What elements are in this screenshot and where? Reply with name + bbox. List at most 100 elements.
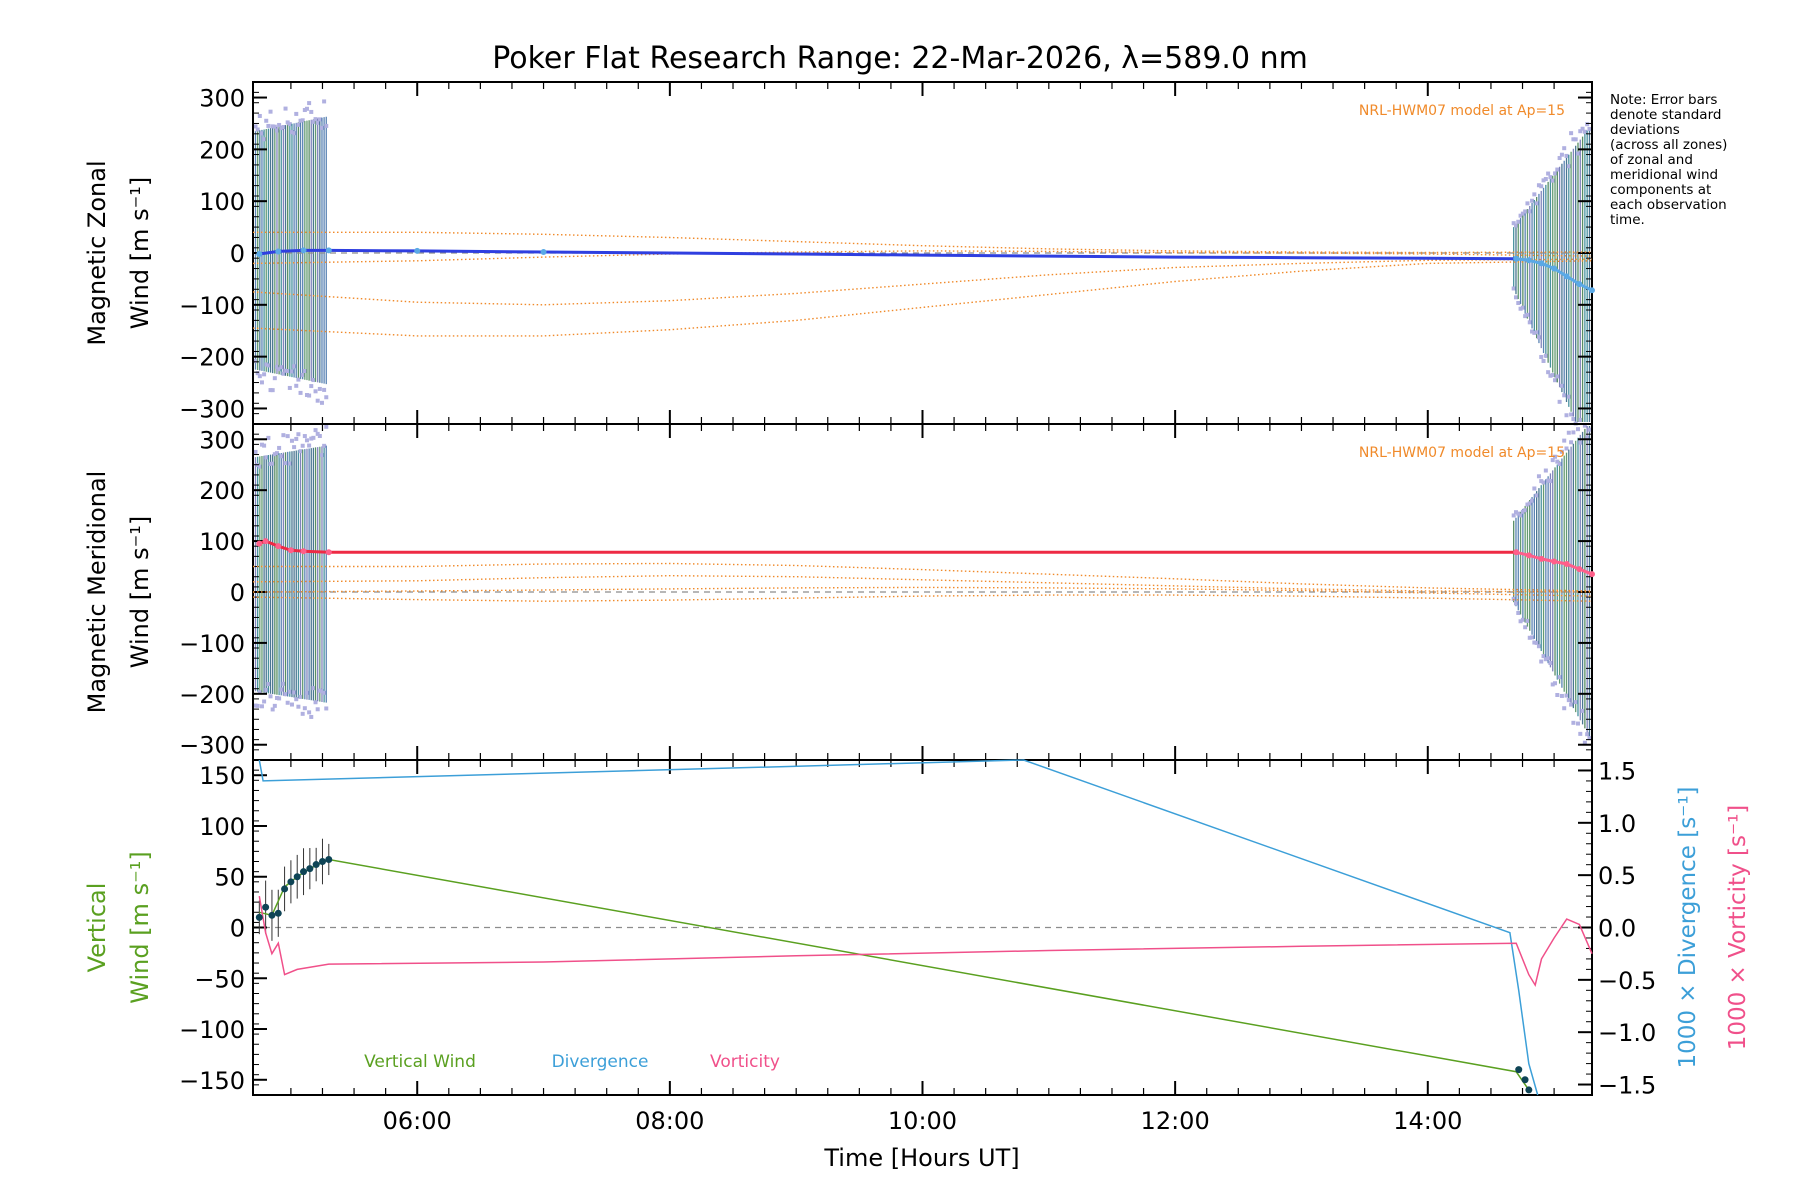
- zone-point-zonal: [289, 369, 294, 374]
- legend-entry: Vorticity: [710, 1052, 780, 1072]
- zone-point-zonal: [1566, 164, 1571, 169]
- zone-point-meridional: [1550, 458, 1555, 463]
- y-tick-label: 0: [230, 240, 245, 268]
- wind-point: [1576, 566, 1583, 573]
- zone-point-zonal: [1516, 300, 1521, 305]
- zone-point-zonal: [253, 124, 258, 129]
- zone-point-zonal: [289, 130, 294, 135]
- zone-point-meridional: [1527, 501, 1532, 506]
- zone-point-meridional: [266, 682, 271, 687]
- zone-point-meridional: [1569, 440, 1574, 445]
- vertical-wind-point: [281, 885, 289, 893]
- zone-point-meridional: [1573, 700, 1578, 705]
- zone-point-zonal: [1516, 219, 1521, 224]
- zone-point-meridional: [287, 461, 292, 466]
- note-line: meridional wind: [1610, 167, 1719, 183]
- zone-point-meridional: [1518, 513, 1523, 518]
- zone-point-zonal: [283, 106, 288, 111]
- zone-point-meridional: [1513, 601, 1518, 606]
- zone-point-zonal: [1587, 126, 1592, 131]
- y-tick-label: 50: [214, 864, 245, 892]
- zone-point-meridional: [315, 707, 320, 712]
- zone-point-zonal: [294, 111, 299, 116]
- model-curve: [253, 562, 1593, 592]
- zone-point-meridional: [257, 464, 262, 469]
- wind-point: [1538, 555, 1545, 562]
- wind-point: [1551, 265, 1558, 272]
- zone-point-meridional: [285, 434, 290, 439]
- zone-point-meridional: [264, 687, 269, 692]
- zone-point-meridional: [1523, 508, 1528, 513]
- zone-point-zonal: [274, 364, 279, 369]
- zone-point-zonal: [1571, 417, 1576, 422]
- zone-point-meridional: [324, 424, 329, 429]
- wind-point: [256, 251, 263, 258]
- model-curve: [253, 231, 1593, 254]
- zone-point-zonal: [264, 118, 269, 123]
- zone-point-zonal: [264, 362, 269, 367]
- zone-point-meridional: [1571, 430, 1576, 435]
- zone-point-zonal: [285, 120, 290, 125]
- zone-point-zonal: [1518, 213, 1523, 218]
- zone-point-meridional: [1566, 430, 1571, 435]
- zone-point-meridional: [1557, 462, 1562, 467]
- zone-point-zonal: [1536, 183, 1541, 188]
- zone-point-meridional: [1562, 706, 1567, 711]
- y-axis-label: Wind [m s⁻¹]: [126, 177, 154, 329]
- x-tick-label: 12:00: [1141, 1107, 1210, 1135]
- vertical-wind-point: [274, 909, 282, 917]
- y-tick-label: 100: [199, 813, 245, 841]
- zone-point-zonal: [292, 364, 297, 369]
- zone-point-meridional: [262, 443, 267, 448]
- y-right-tick-label: −1.5: [1598, 1072, 1656, 1100]
- y-tick-label: −50: [194, 965, 245, 993]
- zone-point-meridional: [283, 461, 288, 466]
- zone-point-meridional: [1534, 493, 1539, 498]
- zone-point-meridional: [298, 449, 303, 454]
- y-axis-label: Wind [m s⁻¹]: [126, 516, 154, 668]
- zone-point-zonal: [1543, 177, 1548, 182]
- zone-point-meridional: [1543, 468, 1548, 473]
- y-tick-label: 200: [199, 477, 245, 505]
- zone-point-zonal: [1541, 178, 1546, 183]
- zone-point-meridional: [292, 445, 297, 450]
- vertical-wind-point: [268, 911, 276, 919]
- zone-point-zonal: [304, 106, 309, 111]
- zone-point-meridional: [257, 690, 262, 695]
- note-line: time.: [1610, 212, 1645, 228]
- y-tick-label: −100: [179, 630, 245, 658]
- y-tick-label: 100: [199, 188, 245, 216]
- zone-point-zonal: [255, 127, 260, 132]
- vertical-wind-point: [312, 861, 320, 869]
- zone-point-meridional: [262, 699, 267, 704]
- zone-point-meridional: [1525, 502, 1530, 507]
- zone-point-zonal: [1523, 209, 1528, 214]
- wind-point: [325, 549, 332, 556]
- zone-point-meridional: [1530, 635, 1535, 640]
- zone-point-zonal: [292, 131, 297, 136]
- zone-point-zonal: [1578, 129, 1583, 134]
- zone-point-zonal: [257, 374, 262, 379]
- model-label: NRL-HWM07 model at Ap=15: [1359, 445, 1565, 461]
- zone-point-zonal: [319, 400, 324, 405]
- vertical-wind-point: [1521, 1076, 1529, 1084]
- zone-point-zonal: [1550, 178, 1555, 183]
- zone-point-meridional: [1550, 682, 1555, 687]
- zone-point-meridional: [1555, 459, 1560, 464]
- zone-point-meridional: [272, 703, 277, 708]
- zone-point-zonal: [1559, 383, 1564, 388]
- zone-point-meridional: [274, 451, 279, 456]
- zone-point-zonal: [1562, 393, 1567, 398]
- zone-point-zonal: [319, 125, 324, 130]
- zone-point-meridional: [1539, 479, 1544, 484]
- zone-point-meridional: [296, 704, 301, 709]
- zone-point-zonal: [1546, 370, 1551, 375]
- zone-point-zonal: [1541, 358, 1546, 363]
- zone-point-zonal: [259, 380, 264, 385]
- y-right-tick-label: −0.5: [1598, 967, 1656, 995]
- zone-point-zonal: [277, 367, 282, 372]
- y-axis-label: Magnetic Zonal: [83, 160, 111, 345]
- zone-point-meridional: [1571, 720, 1576, 725]
- zone-point-zonal: [1550, 373, 1555, 378]
